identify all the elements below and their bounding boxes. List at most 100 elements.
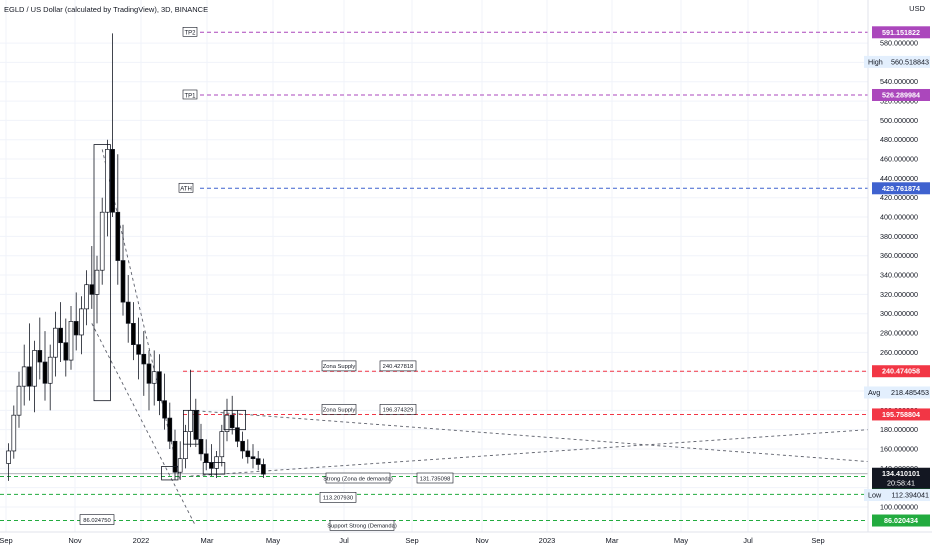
candle [255,450,261,471]
supply-top-value: 240.427818 [383,364,414,370]
time-tick-label: Jul [743,536,753,545]
candle [261,458,266,479]
level-price-label: 86.020434 [884,516,918,525]
candle-body [136,344,141,355]
time-tick-label: 2022 [133,536,150,545]
box-drawing [161,466,179,481]
candle-body [167,417,173,442]
supply-top-value-box [379,360,417,372]
candles[interactable] [6,33,266,481]
price-tick-label: 580.000000 [880,39,918,48]
candle-body [6,450,11,464]
annotation-labels[interactable]: Zona Supply 240.427818 Zona Supply 196.3743… [79,360,454,531]
candle-body [47,356,53,384]
candle-body [42,361,48,384]
candle-body [79,308,84,336]
trendline-descending-1 [101,149,181,481]
level-tag-box [182,27,198,37]
trend-lines[interactable] [91,149,869,527]
price-tick-label: 260.000000 [880,348,918,357]
stat-name: High [868,57,883,66]
candle [16,371,22,428]
candle-body [120,260,126,303]
price-tick-label: 460.000000 [880,155,918,164]
candle [183,424,188,469]
price-tick-label: 440.000000 [880,174,918,183]
candle [6,443,11,481]
candle-body [261,464,266,475]
time-tick-label: Nov [475,536,489,545]
price-axis[interactable]: 580.000000560.000000540.000000520.000000… [864,0,930,532]
stat-box [864,55,930,68]
candle-body [224,414,230,432]
level-price-box [872,88,930,101]
candle-body [240,440,245,452]
currency-label: USD [909,4,925,13]
candle [105,139,110,237]
strong-value-right: 131.735098 [420,476,451,482]
current-price-box [872,467,930,489]
candle-body [131,323,136,345]
candle [141,331,147,396]
candle-body [32,350,37,387]
time-tick-label: Sep [0,536,13,545]
level-price-box [872,408,930,421]
level-price-label: 526.289984 [882,90,920,99]
rectangle-drawings[interactable] [93,144,247,481]
supply-low-label: Zona Supply [323,408,356,414]
supply-top-label-box [321,360,357,372]
stat-box [864,489,930,502]
supply-low-label-box [321,404,357,415]
candle-body [84,284,89,310]
time-tick-label: May [266,536,280,545]
support-value-box [79,514,115,525]
box-drawing [223,409,247,431]
price-tick-label: 360.000000 [880,251,918,260]
candle-body [16,385,22,416]
candle-body [177,458,183,473]
candle [115,154,121,285]
stat-value: 112.394041 [892,491,929,500]
candle [120,224,126,316]
strong-value-right-box [416,472,454,484]
candle-body [63,342,69,361]
candle-body [219,431,225,458]
candle [84,270,89,326]
candle [162,373,167,430]
strong-value-below: 113.207930 [323,496,353,502]
strong-label-box [325,472,391,484]
candle [68,305,74,370]
candle [42,331,48,401]
box-drawing [93,144,111,402]
strong-value-below-box [319,492,357,503]
level-tag-label: ATH [180,187,192,193]
candle-body [151,371,157,384]
candle [110,33,115,218]
candle-body [105,149,110,213]
candle-body [27,366,32,387]
support-value: 86.024750 [83,518,110,524]
candle-body [183,431,188,460]
support-label: Support Strong (Demanda) [327,524,397,530]
candle-body [193,410,199,440]
support-label-box [329,520,395,531]
candle-body [68,321,74,361]
level-price-label: 591.151822 [882,28,920,37]
time-axis[interactable]: Sep Nov 2022 Mar May Jul Sep Nov 2023 Mar May Jul Se… [0,531,932,545]
candle-body [110,149,115,213]
trendline-resistance [190,409,869,463]
price-tick-label: 180.000000 [880,425,918,434]
candle [219,424,225,467]
stat-name: Avg [868,388,880,397]
level-tag-box [178,182,194,193]
time-tick-label: Nov [68,536,82,545]
candle [229,395,235,435]
level-price-box [872,26,930,39]
trendline-descending-2 [91,323,197,527]
candle [99,197,105,285]
level-price-box [872,514,930,527]
candle [172,429,178,480]
box-drawing [202,462,226,475]
candle-body [94,269,100,295]
